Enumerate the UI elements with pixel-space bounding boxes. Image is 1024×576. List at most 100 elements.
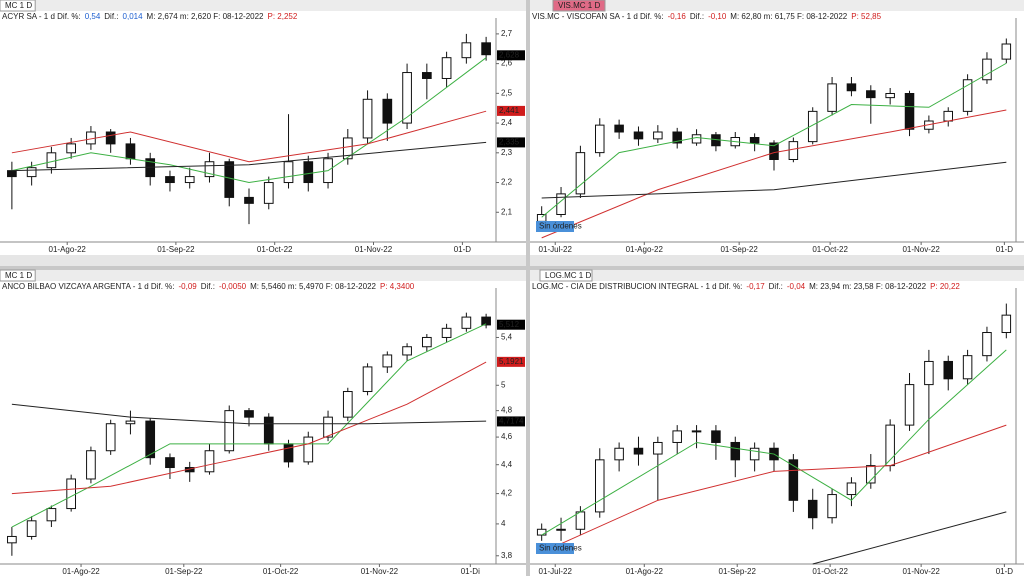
candle-body xyxy=(982,332,992,357)
candle-body xyxy=(125,420,136,425)
scroll-bar[interactable] xyxy=(0,255,526,266)
candle-body xyxy=(46,152,57,169)
tab[interactable] xyxy=(0,0,36,12)
candle-body xyxy=(145,420,156,459)
candle-body xyxy=(1001,43,1012,60)
candle-body xyxy=(461,316,472,329)
orders-label[interactable]: Sin órdenes xyxy=(539,222,582,231)
candle-body xyxy=(749,137,760,144)
y-tick-label: 2,7 xyxy=(501,29,513,38)
candle-body xyxy=(536,528,547,536)
chart-panel: MC 1 D ANCO BILBAO VIZCAYA ARGENTA - 1 d … xyxy=(0,269,526,576)
y-tick-label: 5 xyxy=(501,380,506,389)
candle-body xyxy=(342,391,353,418)
y-tick-label: 5,4 xyxy=(501,333,513,342)
header-field: 0,014 xyxy=(123,12,144,21)
tab-bar xyxy=(530,270,1024,281)
orders-badge[interactable] xyxy=(536,221,574,232)
scroll-bar[interactable] xyxy=(530,255,1024,266)
candle-body xyxy=(7,170,17,178)
candle-body xyxy=(244,196,254,204)
panel-background xyxy=(0,270,526,576)
candle-body xyxy=(672,131,682,144)
moving-average xyxy=(541,424,1007,553)
candle-body xyxy=(283,161,294,184)
panel-background xyxy=(530,0,1024,266)
header-field: Dif.: xyxy=(690,12,704,21)
candle-body xyxy=(575,152,586,195)
price-tag xyxy=(497,319,525,330)
x-tick-label: 01-Oct-22 xyxy=(257,245,293,254)
candle-body xyxy=(66,143,77,154)
moving-average xyxy=(541,62,1007,218)
tab-bar xyxy=(0,0,526,11)
x-tick-label: 01-Sep-22 xyxy=(719,567,757,576)
x-tick-label: 01-Oct-22 xyxy=(263,567,299,576)
x-tick-label: 01-D xyxy=(454,245,472,254)
y-tick-label: 2,5 xyxy=(501,88,513,97)
x-tick-label: 01-Oct-22 xyxy=(812,567,848,576)
candle-body xyxy=(730,441,741,461)
header-field: 0,54 xyxy=(85,12,101,21)
candle-body xyxy=(633,131,644,140)
candle-body xyxy=(595,124,605,154)
candle-body xyxy=(866,465,876,484)
header-field: Dif.: xyxy=(769,282,783,291)
candle-body xyxy=(788,141,799,160)
tab-label[interactable]: MC 1 D xyxy=(5,1,32,10)
header-field: Dif.: xyxy=(201,282,215,291)
candle-body xyxy=(66,478,77,510)
candle-body xyxy=(421,72,432,79)
candle-body xyxy=(303,436,314,463)
panel-background xyxy=(0,0,526,266)
candle-body xyxy=(691,134,702,144)
candle-body xyxy=(633,447,644,455)
candle-body xyxy=(342,137,353,160)
tab-label[interactable]: VIS.MC 1 D xyxy=(558,1,600,10)
candle-body xyxy=(263,182,274,204)
candle-body xyxy=(846,83,857,92)
candle-body xyxy=(7,535,17,544)
y-tick-label: 4,6 xyxy=(501,432,513,441)
tab[interactable] xyxy=(539,269,593,282)
header-field: M: 2,674 m: 2,620 F: 08-12-2022 xyxy=(147,12,265,21)
candle-body xyxy=(224,161,235,198)
candle-body xyxy=(672,430,682,443)
header-info: ANCO BILBAO VIZCAYA ARGENTA - 1 d Dif. %… xyxy=(2,282,415,291)
tab-label[interactable]: LOG.MC 1 D xyxy=(545,271,591,280)
tab[interactable] xyxy=(552,0,606,12)
candle-body xyxy=(769,142,779,160)
moving-average xyxy=(812,511,1007,565)
tab-bar xyxy=(0,270,526,281)
tab-label[interactable]: MC 1 D xyxy=(5,271,32,280)
candle-body xyxy=(827,83,837,112)
candle-body xyxy=(904,384,915,426)
price-tag-label: 5,1921 xyxy=(499,357,524,366)
header-field: -0,0050 xyxy=(219,282,247,291)
y-tick-label: 4,8 xyxy=(501,406,513,415)
header-field: Dif.: xyxy=(104,12,118,21)
header-field: ANCO BILBAO VIZCAYA ARGENTA - 1 d Dif. %… xyxy=(2,282,175,291)
candle-body xyxy=(402,346,412,356)
candle-body xyxy=(846,482,857,496)
x-tick-label: 01-Nov-22 xyxy=(902,567,940,576)
header-field: -0,16 xyxy=(668,12,687,21)
y-tick-label: 2,3 xyxy=(501,148,513,157)
candle-body xyxy=(382,98,393,124)
candle-body xyxy=(362,98,373,139)
candle-body xyxy=(263,416,274,445)
candle-body xyxy=(283,443,294,463)
candle-body xyxy=(653,131,663,140)
candle-body xyxy=(807,110,818,143)
moving-average xyxy=(541,349,1007,536)
candle-body xyxy=(595,459,605,513)
orders-badge[interactable] xyxy=(536,543,574,554)
price-tag-label: 2,628 xyxy=(499,50,520,59)
orders-label[interactable]: Sin órdenes xyxy=(539,544,582,553)
x-tick-label: 01-Ago-22 xyxy=(626,567,664,576)
x-tick-label: 01-Nov-22 xyxy=(355,245,393,254)
tab[interactable] xyxy=(0,269,36,282)
candle-body xyxy=(827,494,837,519)
candle-body xyxy=(1001,314,1012,334)
moving-average xyxy=(11,403,487,425)
